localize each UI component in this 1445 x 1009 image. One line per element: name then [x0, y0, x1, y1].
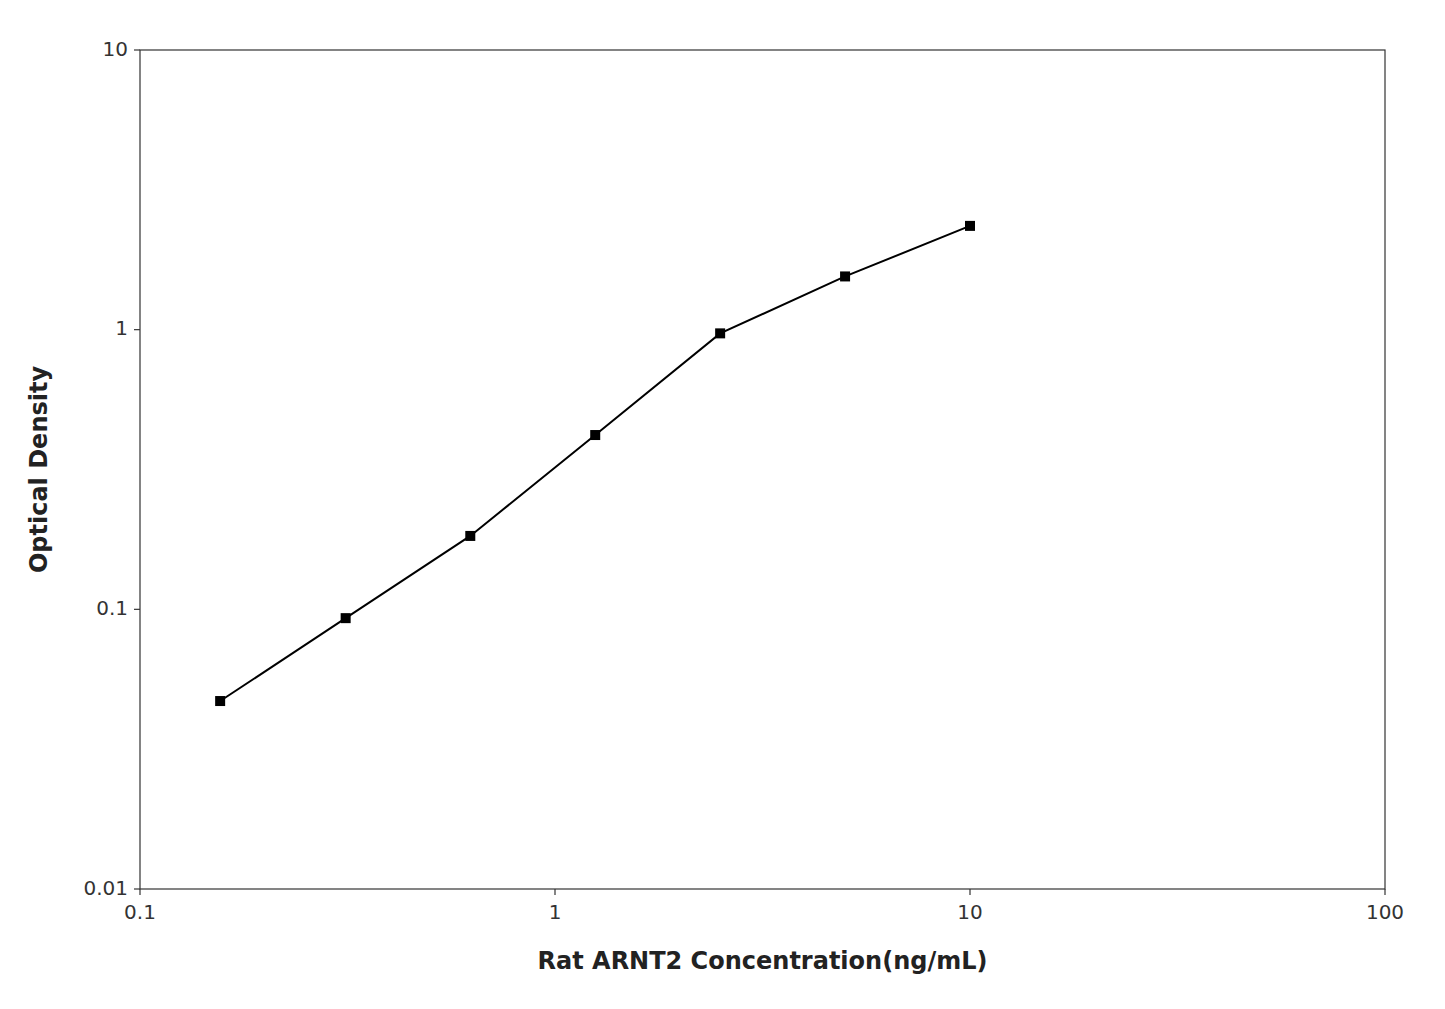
- x-tick: [554, 889, 555, 895]
- x-tick-label: 10: [957, 900, 982, 924]
- y-tick-label: 1: [115, 316, 128, 340]
- data-point: [590, 430, 600, 440]
- data-point: [341, 613, 351, 623]
- y-tick: [134, 888, 140, 889]
- data-point: [215, 696, 225, 706]
- data-point: [465, 531, 475, 541]
- x-tick-label: 100: [1366, 900, 1404, 924]
- y-tick-label: 0.1: [96, 596, 128, 620]
- y-tick-label: 0.01: [83, 876, 128, 900]
- x-axis-label: Rat ARNT2 Concentration(ng/mL): [538, 947, 988, 975]
- chart-container: 0.11101000.010.1110Rat ARNT2 Concentrati…: [0, 0, 1445, 1009]
- x-axis: 0.1 1 10 100: [124, 889, 1404, 924]
- y-axis: 0.01 0.1 1 10: [83, 37, 140, 900]
- chart-svg: 0.11101000.010.1110Rat ARNT2 Concentrati…: [0, 0, 1445, 1009]
- x-tick: [969, 889, 970, 895]
- data-group: [215, 221, 975, 706]
- y-tick: [134, 609, 140, 610]
- y-axis-label: Optical Density: [25, 366, 53, 574]
- x-tick: [1384, 889, 1385, 895]
- x-tick-label: 1: [549, 900, 562, 924]
- y-tick-label: 10: [103, 37, 128, 61]
- data-point: [715, 328, 725, 338]
- y-tick: [134, 49, 140, 50]
- data-point: [840, 271, 850, 281]
- plot-background: [140, 50, 1385, 889]
- data-point: [965, 221, 975, 231]
- y-tick: [134, 329, 140, 330]
- x-tick-label: 0.1: [124, 900, 156, 924]
- plot-frame: [140, 50, 1385, 889]
- x-tick: [139, 889, 140, 895]
- data-line: [220, 226, 970, 701]
